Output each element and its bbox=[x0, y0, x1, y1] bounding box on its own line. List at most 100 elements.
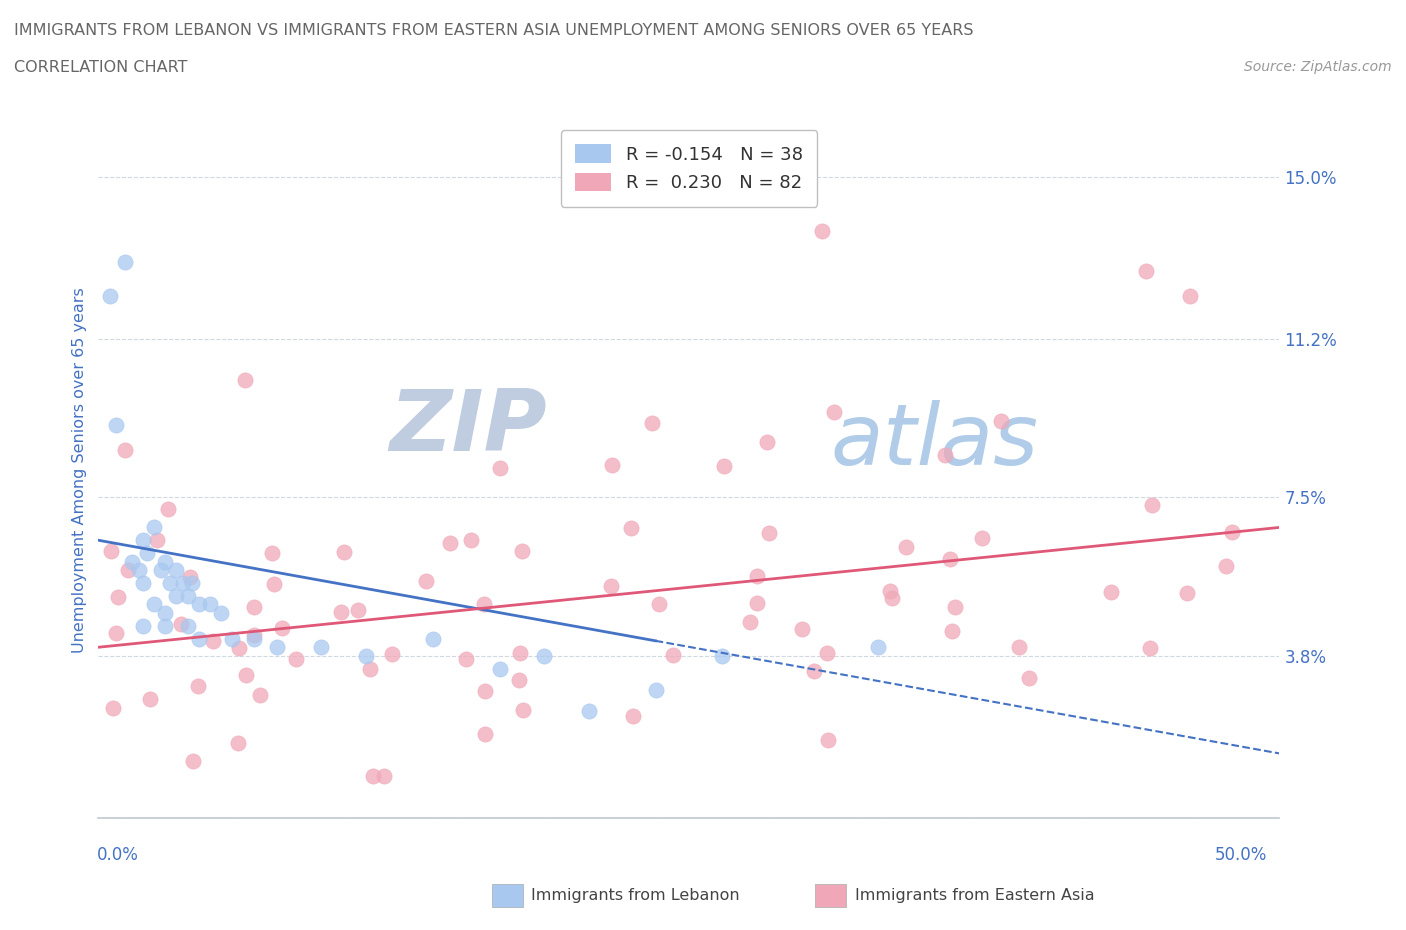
Point bbox=[187, 597, 209, 612]
Point bbox=[600, 578, 623, 593]
Point bbox=[155, 618, 177, 633]
Point bbox=[132, 576, 155, 591]
Point bbox=[117, 563, 139, 578]
Point bbox=[578, 704, 600, 719]
Point bbox=[623, 709, 645, 724]
Point bbox=[228, 641, 250, 656]
Point bbox=[170, 617, 193, 631]
Point bbox=[644, 683, 666, 698]
Point bbox=[181, 576, 204, 591]
Point bbox=[114, 255, 136, 270]
Point bbox=[474, 684, 496, 698]
Point bbox=[146, 533, 169, 548]
Point bbox=[811, 223, 834, 238]
Point bbox=[266, 640, 288, 655]
Point bbox=[114, 443, 136, 458]
Point bbox=[233, 372, 256, 387]
Point bbox=[415, 574, 437, 589]
Point bbox=[1018, 671, 1040, 685]
Point bbox=[474, 726, 496, 741]
Text: CORRELATION CHART: CORRELATION CHART bbox=[14, 60, 187, 75]
Point bbox=[815, 645, 838, 660]
Point bbox=[508, 672, 530, 687]
Point bbox=[1008, 640, 1031, 655]
Text: Immigrants from Lebanon: Immigrants from Lebanon bbox=[531, 888, 740, 903]
Point bbox=[159, 576, 181, 591]
Point bbox=[263, 577, 285, 591]
Point bbox=[488, 460, 510, 475]
Point bbox=[359, 661, 381, 676]
Point bbox=[105, 418, 128, 432]
Point bbox=[132, 618, 155, 633]
Point bbox=[1215, 559, 1237, 574]
Point bbox=[209, 605, 232, 620]
Point bbox=[745, 595, 768, 610]
Point bbox=[271, 621, 294, 636]
Point bbox=[823, 405, 845, 419]
Point bbox=[139, 692, 162, 707]
Point bbox=[243, 628, 266, 643]
Point bbox=[249, 688, 271, 703]
Point bbox=[755, 434, 778, 449]
Point bbox=[198, 597, 221, 612]
Point bbox=[179, 569, 201, 584]
Point bbox=[882, 591, 904, 605]
Point bbox=[149, 563, 172, 578]
Point bbox=[620, 521, 643, 536]
Text: Source: ZipAtlas.com: Source: ZipAtlas.com bbox=[1244, 60, 1392, 74]
Point bbox=[284, 652, 307, 667]
Point bbox=[758, 525, 780, 540]
Point bbox=[333, 544, 356, 559]
Point bbox=[101, 700, 124, 715]
Point bbox=[235, 668, 257, 683]
Point bbox=[155, 554, 177, 569]
Point bbox=[943, 600, 966, 615]
Point bbox=[641, 416, 664, 431]
Text: atlas: atlas bbox=[831, 400, 1039, 484]
Point bbox=[934, 447, 956, 462]
Text: 50.0%: 50.0% bbox=[1215, 846, 1267, 864]
Point bbox=[201, 633, 224, 648]
Point bbox=[128, 563, 150, 578]
Point bbox=[474, 596, 496, 611]
Point bbox=[1139, 641, 1161, 656]
Point bbox=[745, 569, 768, 584]
Text: Immigrants from Eastern Asia: Immigrants from Eastern Asia bbox=[855, 888, 1094, 903]
Point bbox=[143, 597, 166, 612]
Point bbox=[373, 768, 395, 783]
Point bbox=[187, 631, 209, 646]
Point bbox=[488, 661, 510, 676]
Point bbox=[662, 647, 685, 662]
Point bbox=[107, 590, 129, 604]
Point bbox=[136, 546, 159, 561]
Point bbox=[938, 551, 960, 566]
Point bbox=[941, 624, 963, 639]
Point bbox=[155, 605, 177, 620]
Point bbox=[454, 652, 477, 667]
Point bbox=[330, 604, 353, 619]
Point bbox=[1180, 289, 1202, 304]
Point bbox=[439, 535, 461, 550]
Point bbox=[176, 589, 198, 604]
Point bbox=[894, 540, 917, 555]
Point bbox=[221, 631, 243, 646]
Point bbox=[512, 703, 534, 718]
Point bbox=[346, 603, 368, 618]
Point bbox=[790, 621, 813, 636]
Point bbox=[509, 646, 531, 661]
Point bbox=[165, 589, 187, 604]
Point bbox=[157, 501, 180, 516]
Point bbox=[738, 615, 761, 630]
Point bbox=[243, 631, 266, 646]
Point bbox=[172, 576, 194, 591]
Point bbox=[242, 600, 264, 615]
Point bbox=[460, 532, 482, 547]
Point bbox=[868, 640, 890, 655]
Point bbox=[105, 626, 128, 641]
Point bbox=[361, 768, 384, 783]
Text: 0.0%: 0.0% bbox=[97, 846, 139, 864]
Point bbox=[143, 520, 166, 535]
Point bbox=[803, 663, 825, 678]
Point bbox=[972, 530, 994, 545]
Point bbox=[817, 732, 839, 747]
